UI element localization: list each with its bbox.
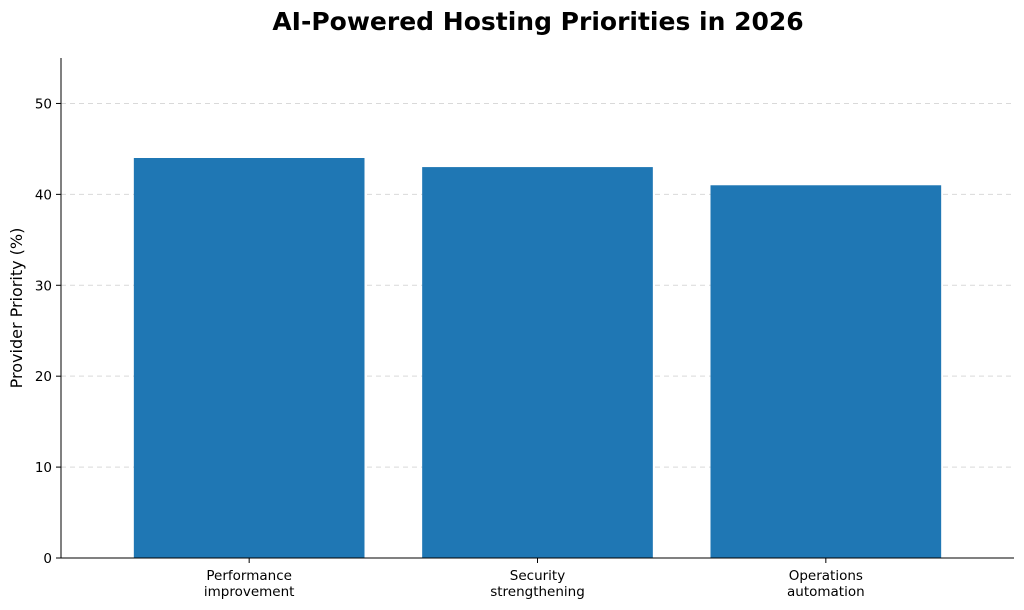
bars bbox=[133, 158, 942, 559]
y-ticks: 0 10 20 30 40 50 bbox=[35, 96, 61, 567]
y-tick-label: 50 bbox=[35, 96, 52, 112]
x-tick-label: automation bbox=[787, 584, 865, 600]
bar bbox=[422, 167, 653, 558]
y-tick-label: 40 bbox=[35, 187, 52, 203]
x-tick-label: Security bbox=[510, 568, 565, 584]
chart-title: AI-Powered Hosting Priorities in 2026 bbox=[272, 7, 803, 36]
y-axis-label: Provider Priority (%) bbox=[7, 228, 26, 389]
x-tick-label: improvement bbox=[204, 584, 295, 600]
x-tick-label: strengthening bbox=[490, 584, 585, 600]
y-tick-label: 30 bbox=[35, 278, 52, 294]
y-tick-label: 20 bbox=[35, 369, 52, 385]
x-tick-label: Operations bbox=[789, 568, 863, 584]
x-tick-label: Performance bbox=[206, 568, 292, 584]
y-tick-label: 0 bbox=[43, 551, 52, 567]
bar bbox=[133, 158, 365, 558]
y-tick-label: 10 bbox=[35, 460, 52, 476]
bar bbox=[710, 185, 942, 559]
